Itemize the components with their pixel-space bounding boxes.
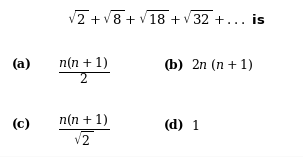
Text: $1$: $1$	[191, 119, 199, 133]
Text: $2n\ (n + 1)$: $2n\ (n + 1)$	[191, 58, 253, 73]
Text: (d): (d)	[164, 119, 184, 132]
Text: (b): (b)	[164, 60, 184, 72]
Text: $\dfrac{n(n+1)}{2}$: $\dfrac{n(n+1)}{2}$	[58, 55, 108, 86]
Text: (c): (c)	[12, 119, 32, 132]
Text: $\sqrt{2} + \sqrt{8} + \sqrt{18} + \sqrt{32} + ...$ is: $\sqrt{2} + \sqrt{8} + \sqrt{18} + \sqrt…	[67, 9, 266, 28]
Text: (a): (a)	[12, 60, 32, 72]
Text: $\dfrac{n(n+1)}{\sqrt{2}}$: $\dfrac{n(n+1)}{\sqrt{2}}$	[58, 112, 108, 148]
